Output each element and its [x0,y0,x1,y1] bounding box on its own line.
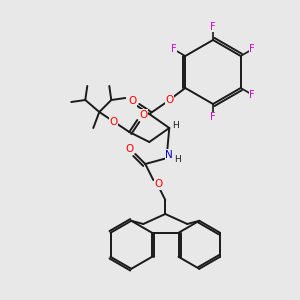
Text: N: N [165,150,173,160]
Text: O: O [125,144,134,154]
Text: O: O [109,117,117,127]
Text: O: O [154,179,162,189]
Text: O: O [165,95,173,105]
Text: F: F [249,89,255,100]
Text: F: F [171,44,177,55]
Text: H: H [174,155,181,164]
Text: O: O [139,110,147,120]
Text: O: O [128,96,136,106]
Text: F: F [249,44,255,55]
Text: F: F [210,112,216,122]
Text: F: F [210,22,216,32]
Text: H: H [172,122,179,130]
